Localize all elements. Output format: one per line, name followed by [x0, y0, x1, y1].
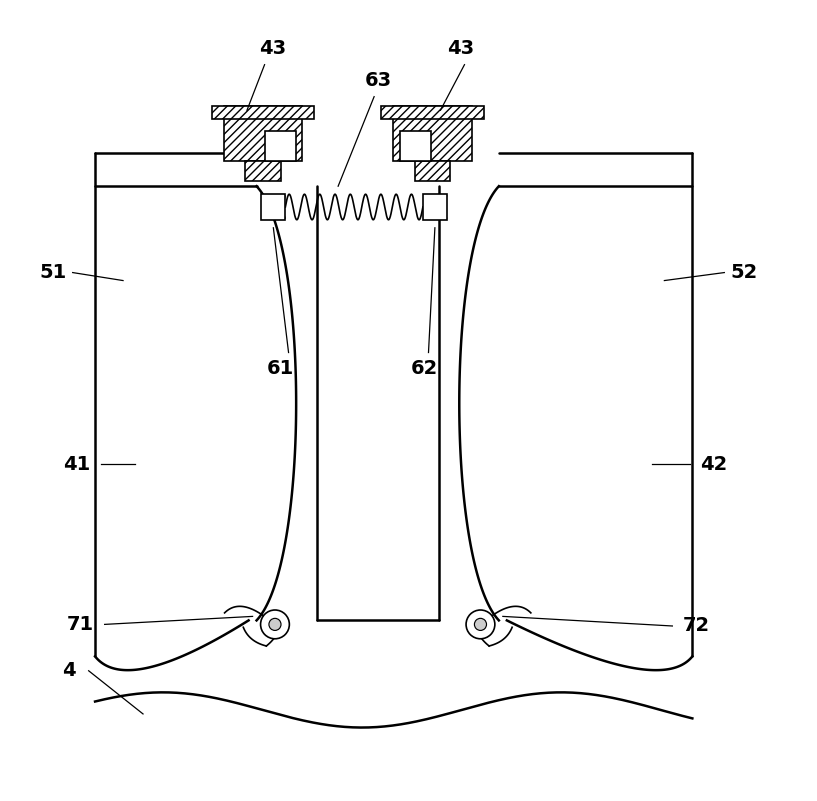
Bar	[393, 107, 471, 161]
Circle shape	[261, 610, 289, 638]
Text: 62: 62	[411, 359, 438, 378]
Bar	[415, 161, 450, 180]
Bar	[212, 107, 315, 119]
Bar	[261, 194, 285, 219]
Text: 43: 43	[259, 39, 286, 58]
Bar	[400, 131, 431, 161]
Text: 4: 4	[62, 662, 75, 680]
Bar	[224, 107, 302, 161]
Text: 63: 63	[364, 71, 391, 91]
Text: 51: 51	[39, 263, 66, 282]
Text: 52: 52	[730, 263, 758, 282]
Circle shape	[475, 618, 486, 630]
Bar	[265, 131, 296, 161]
Bar	[245, 161, 280, 180]
Circle shape	[466, 610, 495, 638]
Text: 41: 41	[63, 455, 91, 474]
Text: 43: 43	[447, 39, 474, 58]
Bar	[423, 194, 447, 219]
Text: 61: 61	[267, 359, 294, 378]
Text: 72: 72	[683, 617, 710, 635]
Text: 42: 42	[700, 455, 728, 474]
Circle shape	[269, 618, 281, 630]
Bar	[382, 107, 484, 119]
Text: 71: 71	[67, 615, 94, 634]
